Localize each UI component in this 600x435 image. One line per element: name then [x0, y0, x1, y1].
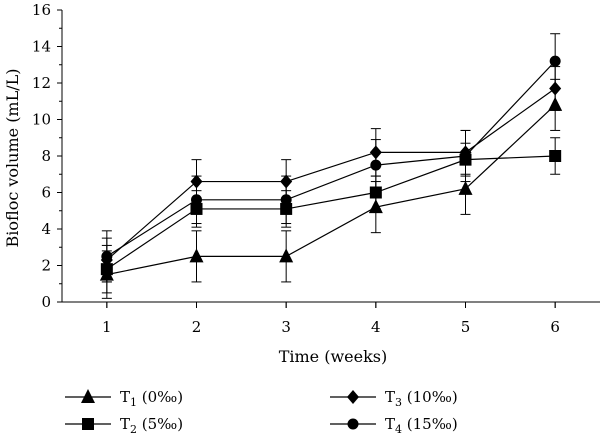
series-1 [99, 78, 563, 299]
legend: T1 (0‰) T2 (5‰) T3 (10‰) T4 (15‰) [65, 388, 458, 435]
legend-item-3: T3 (10‰) [330, 388, 458, 409]
series-2 [100, 137, 562, 294]
x-tick-label: 1 [102, 318, 112, 336]
data-point [189, 248, 204, 263]
y-tick-label: 10 [32, 111, 51, 129]
data-point [549, 150, 562, 162]
legend-label: T3 (10‰) [385, 388, 458, 409]
series-line [106, 104, 556, 276]
y-tick-label: 2 [41, 257, 51, 275]
diamond-marker [347, 390, 359, 404]
data-point [549, 55, 561, 67]
x-axis-title: Time (weeks) [279, 347, 388, 366]
data-point [458, 180, 473, 195]
circle-marker [347, 418, 359, 430]
x-tick-label: 3 [281, 318, 291, 336]
y-axis-title: Biofloc volume (mL/L) [3, 69, 22, 248]
data-point [191, 194, 202, 206]
legend-item-2: T2 (5‰) [65, 415, 183, 435]
x-tick-label: 6 [550, 318, 560, 336]
data-point [370, 159, 382, 171]
y-tick-label: 8 [41, 147, 51, 165]
series-line [106, 155, 556, 270]
legend-item-4: T4 (15‰) [330, 415, 458, 435]
series-3 [100, 66, 562, 283]
y-tick-label: 14 [32, 38, 51, 56]
data-point [279, 248, 294, 263]
x-tick-label: 2 [192, 318, 202, 336]
square-marker [82, 418, 94, 430]
x-tick-label: 5 [461, 318, 471, 336]
data-point [280, 194, 292, 206]
data-point [460, 150, 471, 162]
y-tick-label: 12 [32, 74, 51, 92]
legend-label: T4 (15‰) [385, 415, 458, 435]
y-tick-label: 0 [41, 293, 51, 311]
series-layer [99, 33, 563, 299]
data-point [101, 250, 113, 262]
legend-label: T2 (5‰) [120, 415, 183, 435]
y-tick-label: 4 [41, 220, 51, 238]
series-line [106, 60, 556, 257]
legend-label: T1 (0‰) [120, 388, 183, 409]
series-4 [101, 33, 561, 283]
x-tick-label: 4 [371, 318, 381, 336]
data-point [369, 186, 382, 199]
legend-item-1: T1 (0‰) [65, 388, 183, 409]
triangle-marker [81, 389, 95, 403]
y-tick-label: 6 [41, 184, 51, 202]
series-line [106, 87, 556, 261]
y-tick-label: 16 [32, 1, 51, 19]
